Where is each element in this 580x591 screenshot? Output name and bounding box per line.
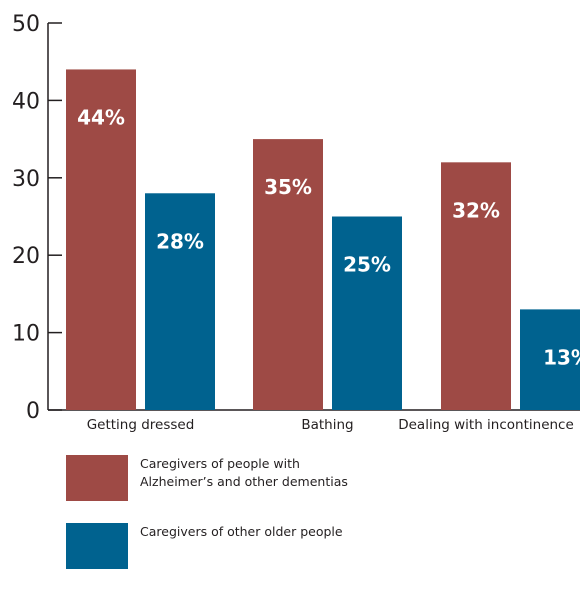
y-tick-label: 10 [12, 322, 40, 347]
y-tick-label: 40 [12, 89, 40, 114]
category-label: Bathing [301, 417, 353, 433]
legend-label-line-2: Alzheimer’s and other dementias [140, 474, 348, 489]
legend-swatch-blue [66, 523, 128, 569]
y-axis-ticks: 0 10 20 30 40 50 [12, 12, 62, 424]
bar-value-label: 25% [343, 253, 391, 277]
bar-chart: 0 10 20 30 40 50 44% 28% 35% 25% 32% 13% Getting d… [12, 12, 580, 433]
bar [332, 216, 402, 410]
bar [253, 139, 323, 410]
bar-value-label: 44% [77, 105, 125, 129]
bar-value-label: 35% [264, 175, 312, 199]
y-tick-label: 30 [12, 167, 40, 192]
bar [441, 162, 511, 410]
y-tick-label: 0 [26, 399, 40, 424]
legend-swatch-red [66, 455, 128, 501]
bar-value-label: 32% [452, 198, 500, 222]
bar [145, 193, 215, 410]
bar [66, 69, 136, 410]
legend-label-dementia-caregivers: Caregivers of people with Alzheimer’s an… [140, 455, 400, 491]
y-tick-label: 20 [12, 244, 40, 269]
bar-value-label: 13% [543, 345, 580, 369]
category-label: Getting dressed [87, 417, 195, 433]
y-tick-label: 50 [12, 12, 40, 37]
bars: 44% 28% 35% 25% 32% 13% [66, 69, 580, 410]
legend-label-other-caregivers: Caregivers of other older people [140, 524, 343, 539]
bar-value-label: 28% [156, 229, 204, 253]
legend-label-line-1: Caregivers of people with [140, 456, 300, 471]
category-labels: Getting dressed Bathing Dealing with incon… [87, 417, 574, 433]
category-label: Dealing with incontinence [398, 417, 574, 433]
bar [520, 309, 580, 410]
